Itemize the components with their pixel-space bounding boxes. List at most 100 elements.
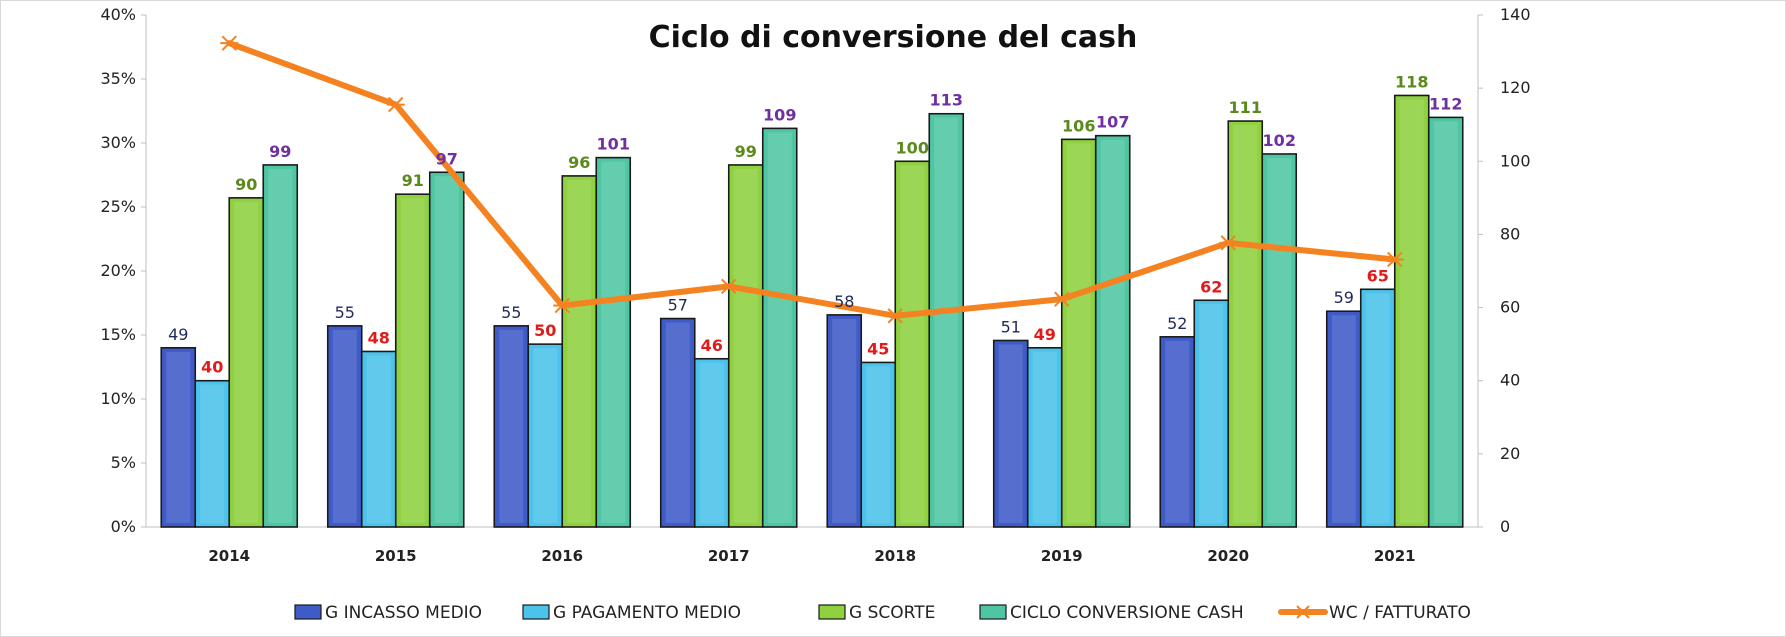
- y-left-tick-label: 35%: [100, 69, 136, 88]
- y-right-tick-label: 60: [1500, 298, 1520, 317]
- bar-highlight: [332, 329, 357, 523]
- legend[interactable]: G INCASSO MEDIO G PAGAMENTO MEDIO G SCORTE…: [294, 603, 1471, 623]
- bar-highlight: [832, 318, 857, 523]
- bar-highlight: [166, 351, 191, 523]
- legend-marker: [1296, 605, 1310, 619]
- x-tick-label: 2017: [708, 547, 750, 565]
- line-marker: [220, 35, 239, 51]
- data-label: 99: [269, 142, 291, 161]
- bar-g-incasso-medio: [326, 325, 363, 528]
- bars: [160, 94, 1464, 528]
- data-label: 57: [668, 296, 688, 315]
- data-label: 55: [501, 303, 521, 322]
- y-right-tick-label: 0: [1500, 517, 1510, 536]
- data-label: 118: [1395, 72, 1428, 91]
- x-tick-label: 2021: [1374, 547, 1416, 565]
- legend-swatch: [294, 604, 322, 620]
- bar-ciclo-conversione-cash: [1427, 116, 1464, 528]
- data-label: 91: [402, 171, 424, 190]
- y-right-tick-label: 140: [1500, 5, 1531, 24]
- bar-g-incasso-medio: [493, 325, 530, 528]
- bar-highlight: [1267, 157, 1292, 523]
- data-label: 51: [1001, 317, 1021, 336]
- data-label: 58: [834, 292, 854, 311]
- legend-item[interactable]: CICLO CONVERSIONE CASH: [979, 603, 1244, 623]
- data-label: 111: [1229, 98, 1262, 117]
- bar-highlight: [400, 198, 425, 523]
- data-label: 102: [1263, 131, 1296, 150]
- y-left-tick-label: 30%: [100, 133, 136, 152]
- bar-highlight: [1331, 315, 1356, 523]
- legend-swatch: [979, 604, 1007, 620]
- bar-highlight: [1433, 121, 1458, 524]
- bar-highlight: [900, 165, 925, 524]
- data-label: 52: [1167, 314, 1187, 333]
- bar-highlight: [1199, 304, 1224, 523]
- y-left-tick-label: 25%: [100, 197, 136, 216]
- bar-highlight: [533, 348, 558, 523]
- bar-highlight: [733, 168, 758, 523]
- line-marker: [1219, 235, 1238, 251]
- data-label: 40: [201, 358, 223, 377]
- bar-g-scorte: [394, 193, 431, 528]
- line-marker: [386, 96, 405, 113]
- data-label: 106: [1062, 116, 1095, 135]
- bar-ciclo-conversione-cash: [595, 156, 632, 528]
- x-tick-label: 2019: [1041, 547, 1083, 565]
- legend-item[interactable]: G SCORTE: [818, 603, 935, 623]
- data-label: 49: [168, 325, 188, 344]
- legend-item[interactable]: G PAGAMENTO MEDIO: [522, 603, 741, 623]
- y-left-tick-label: 15%: [100, 325, 136, 344]
- data-label: 65: [1367, 266, 1389, 285]
- bar-g-scorte: [228, 197, 265, 528]
- bar-ciclo-conversione-cash: [761, 127, 798, 528]
- bar-highlight: [665, 322, 690, 523]
- bar-highlight: [434, 176, 459, 523]
- x-tick-label: 2014: [208, 547, 250, 565]
- data-label: 109: [763, 105, 796, 124]
- data-label: 100: [896, 138, 929, 157]
- line-marker: [1052, 291, 1071, 307]
- bar-highlight: [934, 117, 959, 523]
- bar-ciclo-conversione-cash: [928, 112, 965, 528]
- bar-g-incasso-medio: [160, 346, 197, 528]
- line-marker: [886, 308, 905, 324]
- bar-g-scorte: [1227, 120, 1264, 528]
- data-label: 49: [1034, 325, 1056, 344]
- data-label: 112: [1429, 94, 1462, 113]
- data-label: 48: [368, 328, 390, 347]
- data-label: 55: [335, 303, 355, 322]
- bar-ciclo-conversione-cash: [262, 164, 299, 528]
- data-label: 50: [534, 321, 556, 340]
- legend-item[interactable]: WC / FATTURATO: [1278, 603, 1471, 623]
- legend-item[interactable]: G INCASSO MEDIO: [294, 603, 482, 623]
- line-marker: [719, 278, 738, 295]
- line-marker: [553, 297, 572, 314]
- bar-highlight: [1032, 351, 1057, 523]
- y-left-tick-label: 0%: [111, 517, 136, 536]
- line-marker: [1385, 251, 1404, 268]
- data-label: 90: [235, 175, 257, 194]
- y-left-tick-label: 20%: [100, 261, 136, 280]
- chart-title: Ciclo di conversione del cash: [649, 20, 1138, 55]
- y-left-tick-label: 10%: [100, 389, 136, 408]
- legend-swatch: [522, 604, 550, 620]
- legend-label: G SCORTE: [849, 603, 935, 623]
- bar-highlight: [567, 179, 592, 523]
- y-right-tick-label: 80: [1500, 224, 1520, 243]
- bar-highlight: [268, 168, 293, 523]
- data-label: 59: [1334, 288, 1354, 307]
- legend-swatch: [818, 604, 846, 620]
- bar-g-incasso-medio: [992, 339, 1029, 528]
- bar-g-scorte: [894, 160, 931, 528]
- bar-highlight: [767, 132, 792, 523]
- bar-highlight: [234, 201, 259, 523]
- bar-g-pagamento-medio: [527, 343, 564, 528]
- bar-highlight: [366, 355, 391, 523]
- bar-g-scorte: [561, 175, 598, 528]
- bar-highlight: [1100, 139, 1125, 523]
- bar-highlight: [200, 384, 225, 523]
- bar-highlight: [499, 329, 524, 523]
